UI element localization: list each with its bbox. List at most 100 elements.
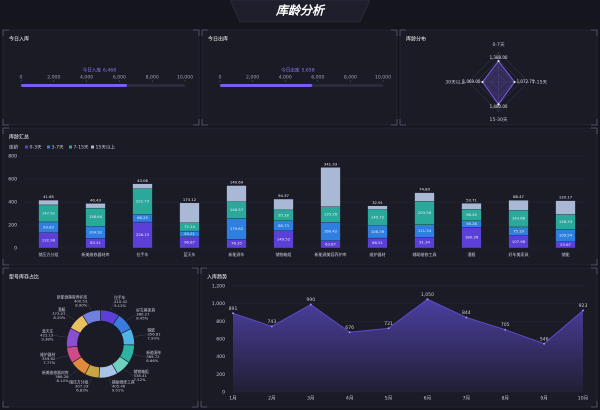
bar-value-label: 94.37 bbox=[278, 193, 289, 198]
bar-value-label: 41.65 bbox=[43, 194, 54, 199]
y-tick-label: 1,200 bbox=[212, 284, 225, 290]
bar-value-label: 56.28 bbox=[466, 221, 477, 226]
pie-percent: 9.12% bbox=[114, 303, 126, 308]
bar-value-label: 50.21 bbox=[184, 231, 195, 236]
y-tick-label: 400 bbox=[216, 354, 225, 360]
panel bbox=[2, 267, 199, 408]
panel-corner bbox=[193, 119, 200, 126]
panel-corner bbox=[591, 401, 598, 408]
bar-segment bbox=[461, 203, 482, 210]
point-label: 721 bbox=[384, 321, 393, 327]
bar-value-label: 86.73 bbox=[278, 223, 289, 228]
bar-segment bbox=[414, 192, 435, 202]
panel-corner bbox=[391, 119, 398, 126]
x-tick-label: 6,000 bbox=[311, 75, 324, 81]
leader-line bbox=[133, 354, 147, 358]
x-tick-label: 3月 bbox=[307, 396, 315, 402]
radar-point bbox=[497, 60, 500, 63]
progress-value: 5,658 bbox=[302, 68, 315, 74]
bar-value-label: 111.34 bbox=[418, 228, 432, 233]
bar-segment bbox=[555, 200, 576, 215]
radar-point bbox=[513, 81, 516, 83]
panel-corner bbox=[591, 267, 598, 274]
y-tick-label: 1,000 bbox=[212, 301, 225, 307]
point-label: 705 bbox=[501, 322, 510, 328]
progress-label: 今日入库 bbox=[83, 67, 102, 74]
leader-line bbox=[65, 313, 75, 321]
x-tick-label: 拉手车 bbox=[137, 251, 149, 257]
panel-corner bbox=[2, 29, 9, 36]
pie-category: 储物箱组 bbox=[134, 369, 149, 374]
x-tick-label: 10月 bbox=[578, 396, 588, 402]
panel-corner bbox=[192, 267, 199, 274]
y-tick-label: 0 bbox=[14, 246, 17, 252]
radar-indicator: 0-7天 bbox=[492, 42, 505, 48]
panel-corner bbox=[200, 267, 207, 274]
bar-value-label: 179.62 bbox=[230, 226, 244, 231]
x-tick-label: 2月 bbox=[268, 396, 276, 402]
line-point bbox=[426, 298, 429, 301]
bar-value-label: 86.51 bbox=[372, 240, 383, 245]
bar-value-label: 146.57 bbox=[230, 207, 244, 212]
pie-category: 新美维修器材库 bbox=[42, 370, 69, 375]
bar-value-label: 135.26 bbox=[324, 211, 338, 216]
pie-value: 338.41 bbox=[134, 373, 148, 378]
bar-value-label: 83.41 bbox=[90, 240, 101, 245]
legend-label: 15天以上 bbox=[96, 144, 116, 151]
point-label: 923 bbox=[579, 303, 588, 309]
y-tick-label: 800 bbox=[8, 154, 17, 160]
panel-corner bbox=[200, 401, 207, 408]
leader-line bbox=[87, 301, 91, 311]
bar-value-label: 104.92 bbox=[89, 229, 103, 234]
pie-percent: 8.29% bbox=[53, 315, 65, 320]
line-point bbox=[465, 316, 468, 319]
bar-value-label: 32.91 bbox=[372, 200, 383, 205]
pie-value: 400.53 bbox=[74, 299, 88, 304]
bar-value-label: 53.71 bbox=[466, 197, 477, 202]
pie-percent: 6.83% bbox=[76, 388, 88, 393]
legend-swatch bbox=[91, 145, 94, 149]
radar-value-label: 1,388.00 bbox=[490, 55, 508, 60]
area-fill bbox=[233, 299, 583, 392]
panel-corner bbox=[2, 259, 9, 266]
x-tick-label: 4,000 bbox=[80, 75, 93, 81]
bar-value-label: 226.15 bbox=[136, 232, 150, 237]
line-point bbox=[232, 312, 234, 315]
pie-category: 储压方分组 bbox=[69, 380, 88, 385]
point-label: 891 bbox=[229, 306, 238, 312]
bar-value-label: 91.34 bbox=[419, 240, 430, 245]
x-tick-label: 10,000 bbox=[177, 75, 193, 81]
progress-bar bbox=[21, 84, 128, 87]
bar-segment bbox=[226, 185, 247, 202]
bar-segment bbox=[132, 183, 153, 189]
bar-value-label: 98.45 bbox=[466, 212, 477, 217]
panel-corner bbox=[399, 29, 406, 36]
leader-line bbox=[108, 377, 113, 387]
pie-value: 356.81 bbox=[147, 331, 161, 336]
panel-corner bbox=[201, 29, 208, 36]
leader-line bbox=[134, 334, 148, 337]
y-tick-label: 800 bbox=[216, 319, 225, 325]
panel-title: 今日出库 bbox=[208, 36, 228, 43]
bar-segment bbox=[273, 198, 294, 211]
x-tick-label: 1月 bbox=[229, 396, 237, 402]
leader-line bbox=[68, 370, 78, 377]
panel-title: 入库趋势 bbox=[207, 274, 227, 281]
x-tick-label: 新能源美容养护库 bbox=[315, 251, 347, 257]
bar-value-label: 143.68 bbox=[512, 216, 526, 221]
x-tick-label: 2,000 bbox=[47, 75, 60, 81]
pie-category: 新能源车 bbox=[146, 350, 161, 355]
panel-corner bbox=[591, 259, 598, 266]
legend-label: 7-15天 bbox=[74, 145, 89, 151]
leader-line bbox=[110, 301, 115, 311]
pie-slice bbox=[82, 309, 101, 325]
x-tick-label: 0 bbox=[219, 75, 222, 81]
bar-value-label: 160.42 bbox=[324, 228, 338, 233]
pie-percent: 9.01% bbox=[112, 388, 124, 393]
bar-value-label: 149.52 bbox=[277, 236, 291, 241]
x-tick-label: 9月 bbox=[540, 396, 548, 402]
legend-label: 0-3天 bbox=[30, 145, 43, 151]
bar-value-label: 88.47 bbox=[513, 194, 524, 199]
panel-corner bbox=[2, 401, 9, 408]
bar-segment bbox=[320, 167, 341, 207]
